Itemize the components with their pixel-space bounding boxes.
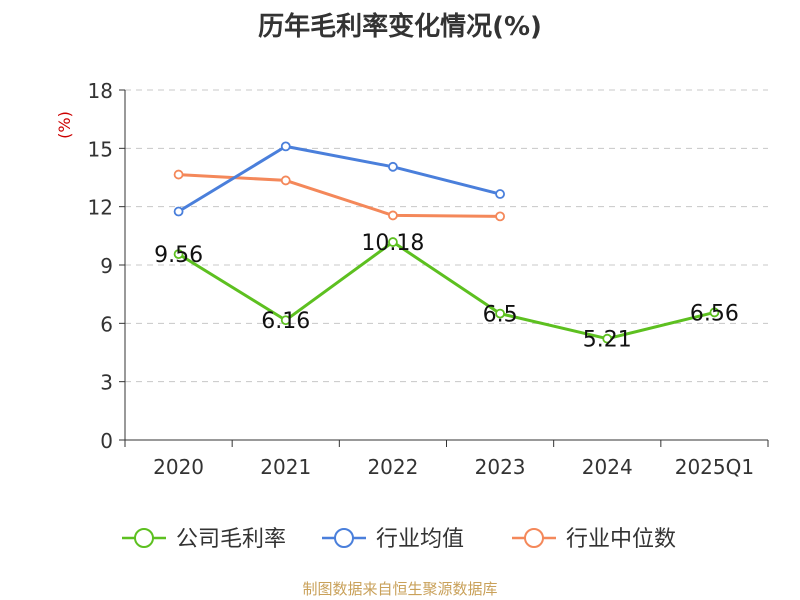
y-tick-label: 18 (88, 79, 113, 103)
data-point (280, 175, 291, 186)
data-point (495, 211, 505, 222)
series-line (177, 240, 715, 341)
legend-marker-circle (524, 528, 544, 548)
legend-label: 行业中位数 (566, 527, 676, 552)
series-lines (173, 141, 720, 344)
data-label: 9.56 (154, 243, 203, 268)
data-label: 5.21 (583, 328, 632, 353)
data-label: 10.18 (361, 231, 424, 256)
legend-marker-circle (134, 528, 154, 548)
data-point (388, 210, 398, 221)
data-point (173, 169, 184, 180)
x-tick-label: 2024 (582, 455, 633, 479)
data-label: 6.16 (261, 309, 310, 334)
y-tick-label: 0 (100, 429, 113, 453)
legend-label: 行业均值 (376, 527, 464, 552)
x-tick-label: 2021 (260, 455, 311, 479)
data-point (388, 237, 398, 247)
data-point (495, 189, 505, 199)
data-point (280, 141, 291, 152)
legend[interactable]: 公司毛利率 行业均值 行业中位数 (122, 527, 676, 552)
data-point (495, 308, 505, 319)
source-note: 制图数据来自恒生聚源数据库 (302, 580, 498, 598)
series-line (177, 144, 501, 213)
y-tick-label: 15 (88, 137, 113, 161)
data-point (173, 206, 184, 217)
data-point (173, 249, 184, 260)
data-point (388, 161, 398, 172)
chart-title: 历年毛利率变化情况(%) (258, 12, 542, 42)
x-tick-label: 2022 (367, 455, 418, 479)
data-label: 6.5 (483, 303, 518, 328)
y-tick-label: 3 (100, 371, 113, 395)
x-tick-label: 2023 (475, 455, 526, 479)
data-label: 6.56 (690, 301, 739, 326)
y-tick-label: 6 (100, 312, 113, 336)
y-tick-label: 9 (100, 254, 113, 278)
axes: 0 3 6 9 12 15 18 2020 2021 2022 2023 2024 2025Q1 (%) (55, 79, 769, 479)
x-tick-label: 2025Q1 (675, 455, 754, 479)
x-tick-label: 2020 (153, 455, 204, 479)
legend-label: 公司毛利率 (176, 527, 286, 552)
data-labels: 9.56 6.16 10.18 6.5 5.21 6.56 (154, 231, 739, 353)
legend-marker-circle (334, 528, 354, 548)
data-point (709, 307, 720, 318)
data-point (280, 315, 291, 326)
data-point (602, 333, 613, 344)
grid-lines (125, 89, 768, 383)
y-axis-label: (%) (55, 111, 74, 139)
y-tick-label: 12 (88, 196, 113, 220)
